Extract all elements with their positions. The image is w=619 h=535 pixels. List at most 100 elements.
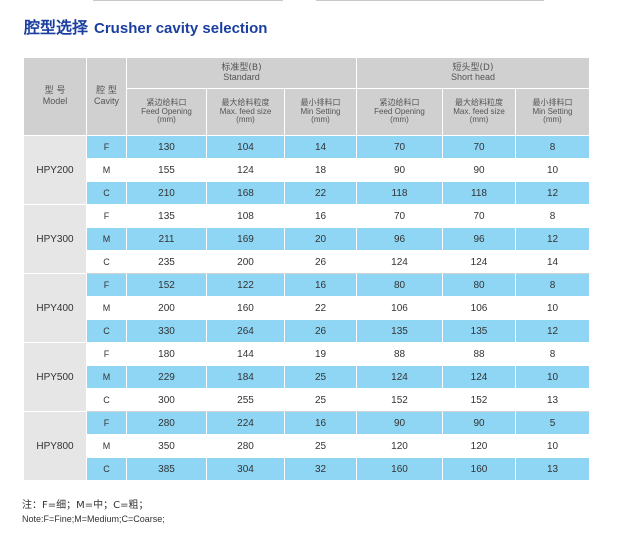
cavity-cell: M [87,228,127,251]
value-cell: 14 [285,136,357,159]
value-cell: 90 [357,412,443,435]
value-cell: 104 [207,136,285,159]
value-cell: 180 [127,343,207,366]
value-cell: 8 [516,205,590,228]
value-cell: 16 [285,205,357,228]
table-row: M 155 124 18 90 90 10 [24,159,590,182]
model-cell: HPY300 [24,205,87,274]
value-cell: 26 [285,320,357,343]
value-cell: 210 [127,182,207,205]
value-cell: 235 [127,251,207,274]
top-divider-right [316,0,544,1]
cavity-cell: M [87,297,127,320]
value-cell: 25 [285,366,357,389]
table-row: HPY300 F 135 108 16 70 70 8 [24,205,590,274]
value-cell: 13 [516,458,590,481]
value-cell: 10 [516,366,590,389]
cavity-cell: F [87,343,127,366]
value-cell: 135 [443,320,516,343]
value-cell: 135 [127,205,207,228]
value-cell: 350 [127,435,207,458]
value-cell: 70 [443,205,516,228]
value-cell: 88 [443,343,516,366]
value-cell: 88 [357,343,443,366]
value-cell: 155 [127,159,207,182]
value-cell: 130 [127,136,207,159]
table-row: HPY800 F 280 224 16 90 90 5 [24,412,590,481]
header-model: 型 号 Model [24,58,87,136]
subheader-en: Min Setting [300,106,341,116]
top-divider-left [93,0,283,1]
section-title: 腔型选择 Crusher cavity selection [24,14,267,38]
value-cell: 124 [357,366,443,389]
value-cell: 80 [443,274,516,297]
header-standard-min-setting: 最小排料口 Min Setting (mm) [285,89,357,136]
value-cell: 124 [443,251,516,274]
value-cell: 8 [516,343,590,366]
subheader-zh: 最小排料口 [300,98,341,108]
header-standard-group: 标准型(B) Standard [127,58,357,89]
cavity-cell: C [87,458,127,481]
subheader-unit: (mm) [390,115,409,125]
value-cell: 120 [357,435,443,458]
model-cell: HPY500 [24,343,87,412]
header-model-zh: 型 号 [44,86,66,97]
value-cell: 96 [443,228,516,251]
table-row: M 211 169 20 96 96 12 [24,228,590,251]
cavity-cell: C [87,251,127,274]
value-cell: 25 [285,389,357,412]
value-cell: 200 [127,297,207,320]
cavity-cell: M [87,159,127,182]
table-row: M 350 280 25 120 120 10 [24,435,590,458]
value-cell: 108 [207,205,285,228]
value-cell: 22 [285,182,357,205]
header-standard-max-feed-size: 最大给料粒度 Max. feed size (mm) [207,89,285,136]
subheader-unit: (mm) [236,115,255,125]
cavity-selection-table: 型 号 Model 腔 型 Cavity 标准型(B) Standard 短头型… [24,58,590,481]
subheader-en: Min Setting [532,106,573,116]
value-cell: 160 [207,297,285,320]
subheader-en: Max. feed size [453,106,505,116]
subheader-unit: (mm) [543,115,562,125]
table-row: C 235 200 26 124 124 14 [24,251,590,274]
subheader-unit: (mm) [469,115,489,125]
value-cell: 8 [516,274,590,297]
value-cell: 135 [357,320,443,343]
value-cell: 12 [516,320,590,343]
value-cell: 10 [516,297,590,320]
value-cell: 152 [127,274,207,297]
value-cell: 70 [357,205,443,228]
section-title-zh: 腔型选择 [24,18,89,37]
cavity-cell: F [87,205,127,228]
model-cell: HPY800 [24,412,87,481]
value-cell: 122 [207,274,285,297]
header-short-head-max-feed-size: 最大给料粒度 Max. feed size (mm) [443,89,516,136]
value-cell: 124 [207,159,285,182]
value-cell: 152 [357,389,443,412]
table-row: HPY500 F 180 144 19 88 88 8 [24,343,590,412]
value-cell: 10 [516,159,590,182]
value-cell: 211 [127,228,207,251]
header-standard-zh: 标准型(B) [221,62,262,73]
header-standard-en: Standard [223,72,260,82]
value-cell: 10 [516,435,590,458]
value-cell: 124 [443,366,516,389]
value-cell: 106 [443,297,516,320]
value-cell: 229 [127,366,207,389]
value-cell: 169 [207,228,285,251]
table-row: C 385 304 32 160 160 13 [24,458,590,481]
value-cell: 304 [207,458,285,481]
value-cell: 16 [285,274,357,297]
value-cell: 12 [516,182,590,205]
cavity-cell: C [87,389,127,412]
value-cell: 22 [285,297,357,320]
value-cell: 200 [207,251,285,274]
section-title-en: Crusher cavity selection [94,20,268,37]
table-row: C 330 264 26 135 135 12 [24,320,590,343]
value-cell: 14 [516,251,590,274]
value-cell: 124 [357,251,443,274]
table-row: C 300 255 25 152 152 13 [24,389,590,412]
legend-note-zh: 注：F=细；M=中；C=粗； [22,500,149,511]
value-cell: 280 [207,435,285,458]
value-cell: 19 [285,343,357,366]
